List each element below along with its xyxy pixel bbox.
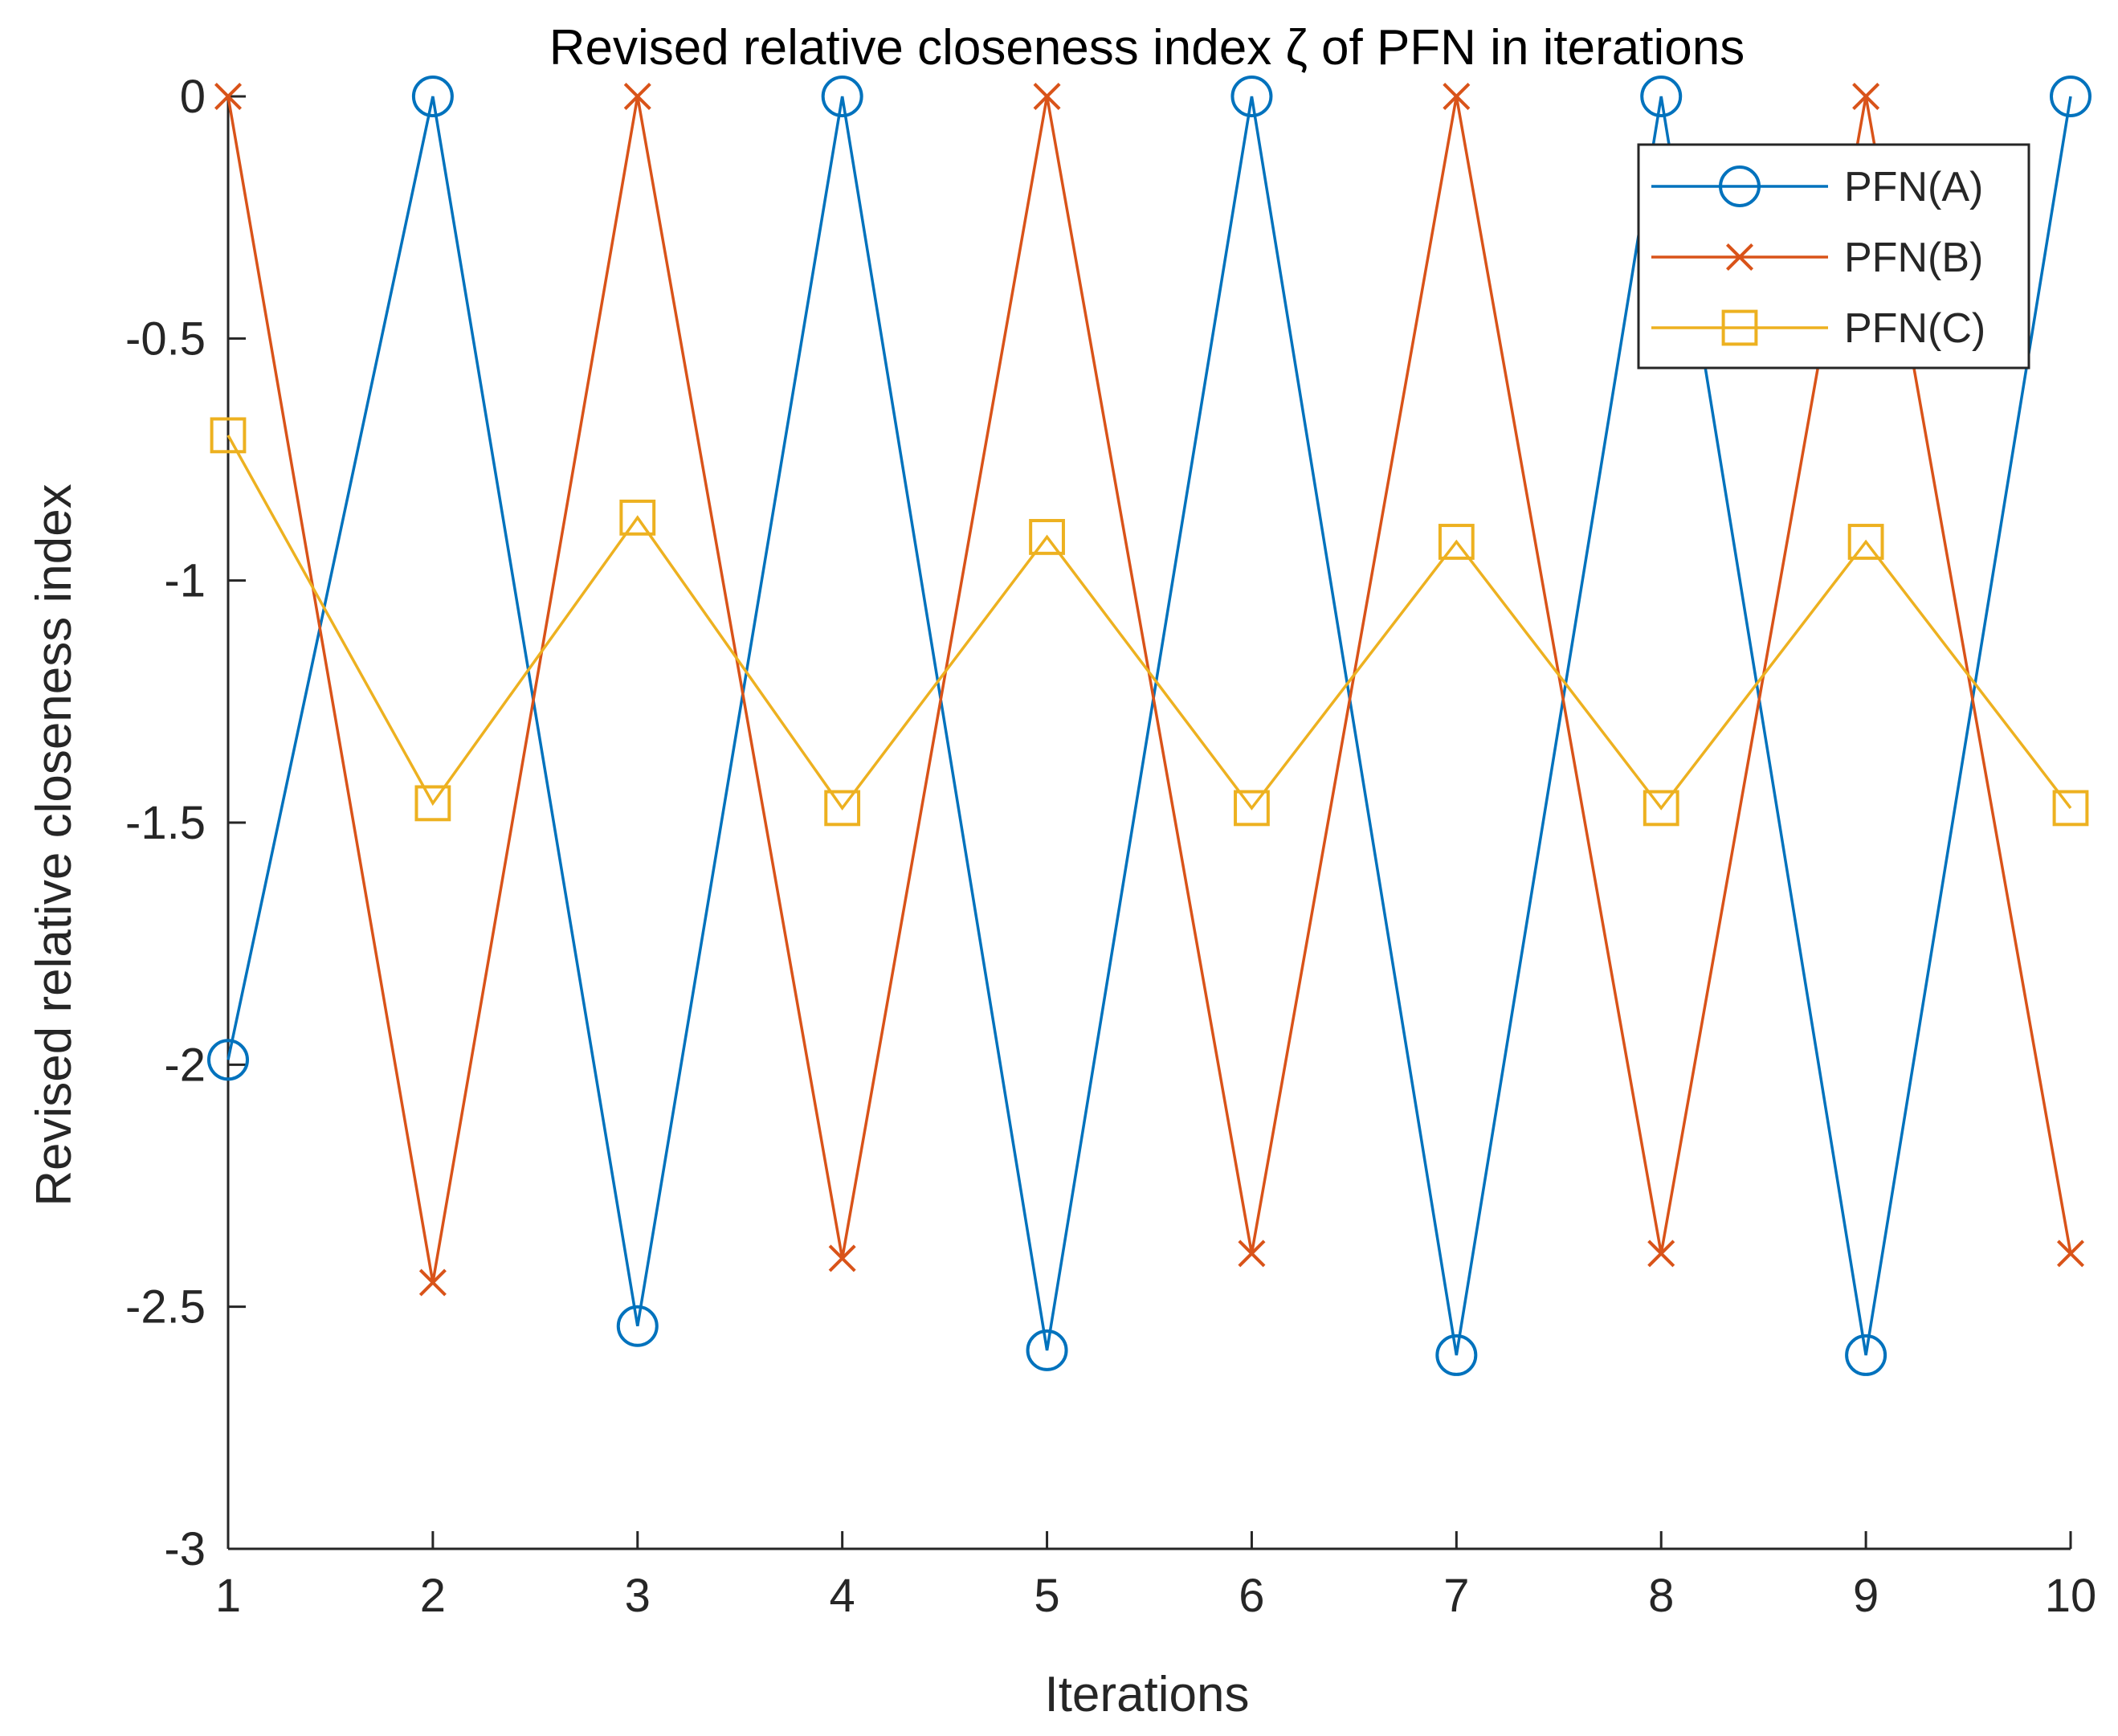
x-tick-label: 4 (830, 1570, 855, 1622)
legend-marker (1721, 309, 1758, 346)
x-marker-stroke (1725, 243, 1754, 272)
data-point (2050, 76, 2091, 117)
data-point (1234, 790, 1270, 827)
x-tick-label: 7 (1443, 1570, 1469, 1622)
y-tick-label: -1.5 (125, 797, 206, 849)
data-point (411, 76, 454, 117)
data-point (828, 1244, 856, 1272)
x-marker-stroke (623, 82, 651, 111)
x-marker-stroke (2056, 1240, 2085, 1268)
x-marker-stroke (828, 1244, 856, 1272)
data-point (1845, 1334, 1887, 1376)
data-point (1847, 524, 1884, 560)
x-tick-label: 2 (420, 1570, 446, 1622)
data-point (1238, 1240, 1266, 1268)
series-line (226, 96, 2072, 1356)
data-point (1029, 519, 1065, 555)
x-marker-stroke (1647, 1240, 1675, 1268)
x-marker-stroke (1238, 1240, 1266, 1268)
x-marker-stroke (214, 82, 243, 111)
data-point (824, 790, 861, 827)
y-tick-label: -2.5 (125, 1281, 206, 1334)
y-tick-label: -1 (164, 555, 206, 607)
data-point (414, 785, 451, 822)
data-point (418, 1268, 447, 1297)
data-point (1643, 790, 1679, 827)
data-point (1438, 524, 1475, 560)
x-tick-label: 9 (1853, 1570, 1879, 1622)
data-point (210, 417, 247, 454)
legend-item: PFN(C) (1651, 305, 1985, 352)
legend-label: PFN(C) (1844, 305, 1985, 352)
x-tick-label: 1 (215, 1570, 241, 1622)
data-point (2052, 790, 2089, 827)
x-marker-stroke (1443, 82, 1471, 111)
series-PFN(C) (210, 417, 2089, 827)
y-axis-title: Revised relative closeness index (27, 484, 82, 1206)
y-tick-label: -3 (164, 1523, 206, 1575)
x-axis-title: Iterations (1044, 1667, 1249, 1722)
y-tick-label: -0.5 (125, 312, 206, 365)
data-point (214, 82, 243, 111)
x-tick-label: 6 (1239, 1570, 1264, 1622)
data-point (1026, 1329, 1068, 1371)
series-layer (207, 76, 2091, 1376)
x-marker-stroke (1033, 82, 1061, 111)
legend-label: PFN(A) (1844, 164, 1983, 210)
legend-marker (1725, 243, 1754, 272)
data-point (2056, 1240, 2085, 1268)
y-tick-label: 0 (180, 71, 206, 123)
x-tick-label: 8 (1648, 1570, 1674, 1622)
data-point (1647, 1240, 1675, 1268)
y-tick-label: -2 (164, 1039, 206, 1091)
data-point (619, 499, 656, 536)
x-tick-label: 10 (2045, 1570, 2097, 1622)
series-line (226, 435, 2072, 811)
x-marker-stroke (418, 1268, 447, 1297)
data-point (1852, 82, 1880, 111)
data-point (1230, 76, 1273, 117)
legend-item: PFN(A) (1651, 164, 1983, 210)
x-tick-label: 3 (625, 1570, 651, 1622)
data-point (1435, 1334, 1478, 1376)
legend[interactable]: PFN(A) PFN(B) PFN(C) (1637, 143, 2030, 370)
x-tick-label: 5 (1034, 1570, 1059, 1622)
data-point (616, 1305, 659, 1347)
data-point (1640, 76, 1683, 117)
x-marker-stroke (1852, 82, 1880, 111)
data-point (1033, 82, 1061, 111)
data-point (207, 1039, 249, 1081)
legend-label: PFN(B) (1844, 235, 1983, 281)
axes: 1 2 3 4 5 6 7 8 9 10 0 -0.5 -1 -1.5 -2 -2.5 -3 (125, 71, 2096, 1622)
legend-marker (1719, 165, 1761, 207)
data-point (1443, 82, 1471, 111)
data-point (821, 76, 863, 117)
data-point (623, 82, 651, 111)
series-PFN(A) (207, 76, 2091, 1376)
chart-title: Revised relative closeness index ζ of PF… (549, 20, 1745, 76)
legend-item: PFN(B) (1651, 235, 1983, 281)
